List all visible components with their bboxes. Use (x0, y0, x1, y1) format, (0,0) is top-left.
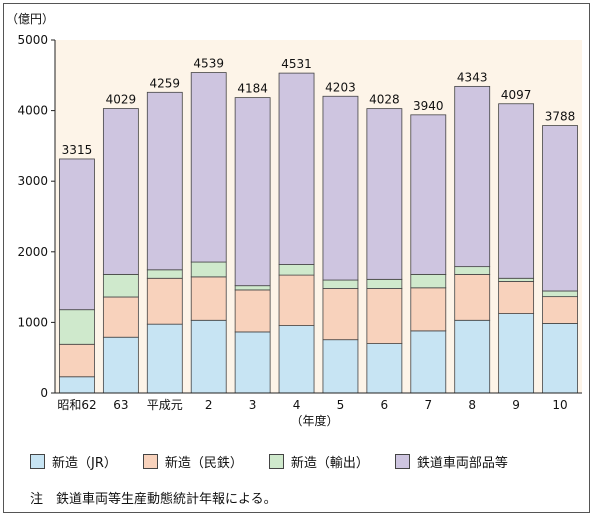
bar-segment-export (542, 290, 578, 298)
legend-item-jr: 新造（JR） (30, 452, 117, 471)
legend-swatch-parts (394, 454, 410, 469)
bar-segment-jr (146, 323, 183, 394)
bar-total-label: 4028 (369, 93, 400, 107)
bar-segment-private (190, 276, 227, 321)
bar-segment-export (278, 264, 315, 276)
bar-total-label: 3315 (62, 143, 93, 157)
legend-item-parts: 鉄道車両部品等 (394, 452, 508, 471)
bar-segment-parts (542, 125, 578, 292)
bar-segment-parts (366, 108, 403, 280)
legend-label-parts: 鉄道車両部品等 (416, 456, 508, 471)
bar-segment-jr (498, 313, 535, 394)
legend-swatch-jr (30, 454, 45, 469)
bar-total-label: 4203 (325, 80, 356, 94)
bar-segment-parts (190, 72, 227, 263)
bar-segment-jr (59, 376, 95, 394)
legend-label-private: 新造（民鉄） (164, 456, 243, 471)
bar-segment-private (102, 296, 139, 338)
bar-total-label: 4097 (501, 88, 532, 102)
source-note: 注 鉄道車両等生産動態統計年報による。 (30, 492, 277, 507)
bar-segment-export (366, 278, 403, 289)
bar-segment-jr (234, 331, 271, 394)
bar-segment-parts (59, 158, 95, 311)
chart-frame: 0 1000 2000 3000 4000 5000 （億円） 3315 昭和62 4029 63 4… (3, 3, 590, 513)
y-tick-label: 4000 (17, 104, 48, 118)
bar-segment-jr (410, 330, 447, 394)
bar-segment-parts (454, 85, 491, 268)
x-tick-label: 5 (337, 398, 345, 412)
bar-segment-export (454, 266, 491, 275)
bar-segment-parts (498, 103, 535, 279)
x-tick-label: 63 (113, 398, 128, 412)
bar-segment-parts (234, 97, 271, 287)
legend-swatch-export (268, 454, 284, 469)
bar-segment-jr (322, 339, 359, 394)
bar-segment-parts (278, 72, 315, 265)
y-tick-label: 1000 (17, 315, 48, 329)
y-tick-label: 0 (40, 386, 48, 400)
bar-total-label: 4029 (106, 93, 137, 107)
bar-segment-export (59, 309, 95, 345)
x-tick-label: 8 (468, 398, 476, 412)
bar-segment-private (146, 277, 183, 325)
y-tick-label: 3000 (17, 174, 48, 188)
bar-segment-private (542, 296, 578, 324)
bar-segment-jr (454, 319, 491, 394)
bar-segment-jr (542, 323, 578, 394)
bar-segment-export (322, 279, 359, 289)
x-tick-label: 昭和62 (57, 398, 96, 412)
x-axis-unit: （年度） (291, 413, 339, 428)
bar-total-label: 3788 (545, 110, 576, 124)
legend-label-export: 新造（輸出） (290, 456, 369, 471)
x-tick-label: 3 (249, 398, 257, 412)
bar-segment-export (146, 269, 183, 279)
x-tick-label: 平成元 (147, 398, 183, 412)
bar-segment-private (234, 289, 271, 333)
bar-segment-export (410, 273, 447, 289)
bar-segment-parts (102, 108, 139, 275)
legend-label-jr: 新造（JR） (52, 456, 117, 471)
y-tick-label: 2000 (17, 245, 48, 259)
x-tick-label: 6 (381, 398, 389, 412)
bar-total-label: 4259 (150, 76, 181, 90)
bar-segment-private (278, 274, 315, 326)
bar-segment-export (234, 285, 271, 291)
plot-background (55, 40, 582, 393)
bar-segment-parts (146, 91, 183, 271)
bar-segment-export (102, 273, 139, 298)
legend-swatch-private (142, 454, 158, 469)
x-tick-label: 7 (424, 398, 432, 412)
bar-segment-private (498, 281, 535, 314)
bar-segment-private (454, 273, 491, 321)
legend-item-export: 新造（輸出） (268, 452, 369, 471)
x-tick-label: 2 (205, 398, 213, 412)
y-axis-unit: （億円） (6, 12, 54, 26)
bar-segment-export (498, 277, 535, 282)
bar-total-label: 4539 (193, 57, 224, 71)
bar-segment-jr (278, 325, 315, 394)
stacked-bar-chart: 010002000300040005000（億円）3315昭和624029634… (6, 12, 582, 428)
bar-segment-jr (190, 319, 227, 394)
bar-total-label: 3940 (413, 99, 444, 113)
bar-total-label: 4343 (457, 70, 488, 84)
bar-segment-jr (366, 343, 403, 394)
legend: 新造（JR） 新造（民鉄） 新造（輸出） 鉄道車両部品等 (30, 452, 534, 471)
x-tick-label: 9 (512, 398, 520, 412)
bar-segment-parts (410, 114, 447, 275)
bar-segment-private (366, 288, 403, 344)
bar-total-label: 4184 (237, 82, 268, 96)
bar-segment-export (190, 261, 227, 278)
x-tick-label: 10 (552, 398, 567, 412)
bar-segment-parts (322, 95, 359, 281)
bar-segment-private (59, 343, 95, 378)
bar-segment-private (410, 287, 447, 332)
bar-segment-jr (102, 336, 139, 394)
y-tick-label: 5000 (17, 33, 48, 47)
legend-item-private: 新造（民鉄） (142, 452, 243, 471)
x-tick-label: 4 (293, 398, 301, 412)
bar-total-label: 4531 (281, 57, 312, 71)
bar-segment-private (322, 288, 359, 341)
